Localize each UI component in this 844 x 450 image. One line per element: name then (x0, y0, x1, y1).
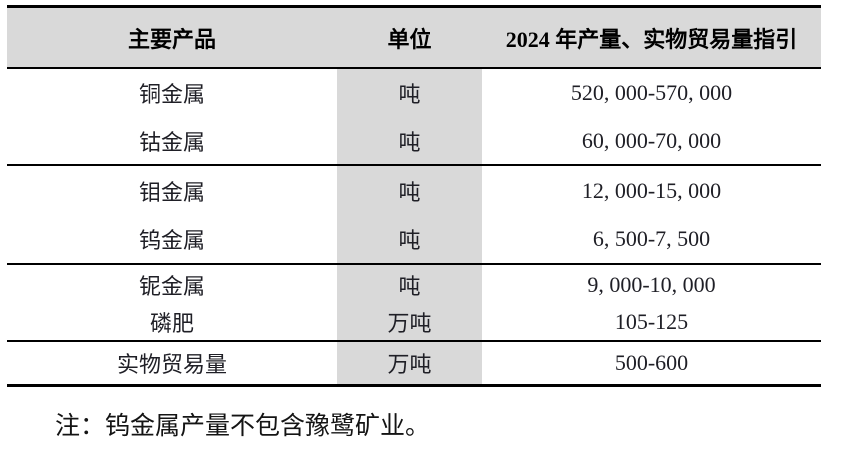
footnote: 注：钨金属产量不包含豫鹭矿业。 (55, 413, 431, 440)
guidance-cell: 9, 000-10, 000 (587, 271, 716, 297)
product-cell: 钴金属 (138, 129, 205, 155)
table-header-row: 主要产品 单位 2024 年产量、实物贸易量指引 (7, 8, 821, 69)
unit-cell: 吨 (337, 215, 482, 263)
header-unit: 单位 (387, 26, 432, 52)
unit-cell: 万吨 (337, 342, 482, 384)
guidance-cell: 12, 000-15, 000 (581, 177, 722, 203)
product-cell: 磷肥 (149, 311, 194, 336)
guidance-cell: 500-600 (614, 350, 689, 375)
product-cell: 钨金属 (138, 228, 205, 253)
unit-cell: 万吨 (337, 304, 482, 340)
guidance-cell: 60, 000-70, 000 (581, 127, 722, 153)
table-row-physical-trade-volume: 实物贸易量 万吨 500-600 (7, 342, 821, 384)
guidance-cell: 105-125 (614, 309, 689, 334)
unit-cell: 吨 (337, 117, 482, 164)
table-row-cobalt: 钴金属 吨 60, 000-70, 000 (7, 117, 821, 166)
product-cell: 实物贸易量 (116, 352, 227, 377)
unit-cell: 吨 (337, 166, 482, 215)
product-cell: 铜金属 (138, 82, 205, 107)
table-row-niobium: 铌金属 吨 9, 000-10, 000 (7, 265, 821, 304)
table-row-tungsten: 钨金属 吨 6, 500-7, 500 (7, 215, 821, 265)
table-row-copper: 铜金属 吨 520, 000-570, 000 (7, 69, 821, 117)
table-row-phosphate-fertilizer: 磷肥 万吨 105-125 (7, 304, 821, 342)
header-main-products: 主要产品 (127, 26, 216, 52)
product-cell: 铌金属 (138, 273, 205, 299)
guidance-cell: 6, 500-7, 500 (592, 226, 711, 251)
production-guidance-table: 主要产品 单位 2024 年产量、实物贸易量指引 铜金属 吨 520, 000-… (7, 5, 821, 387)
header-2024-guidance: 2024 年产量、实物贸易量指引 (505, 26, 798, 52)
unit-cell: 吨 (337, 69, 482, 117)
guidance-cell: 520, 000-570, 000 (570, 80, 733, 105)
table-row-molybdenum: 钼金属 吨 12, 000-15, 000 (7, 166, 821, 215)
unit-cell: 吨 (337, 265, 482, 304)
product-cell: 钼金属 (138, 179, 205, 205)
